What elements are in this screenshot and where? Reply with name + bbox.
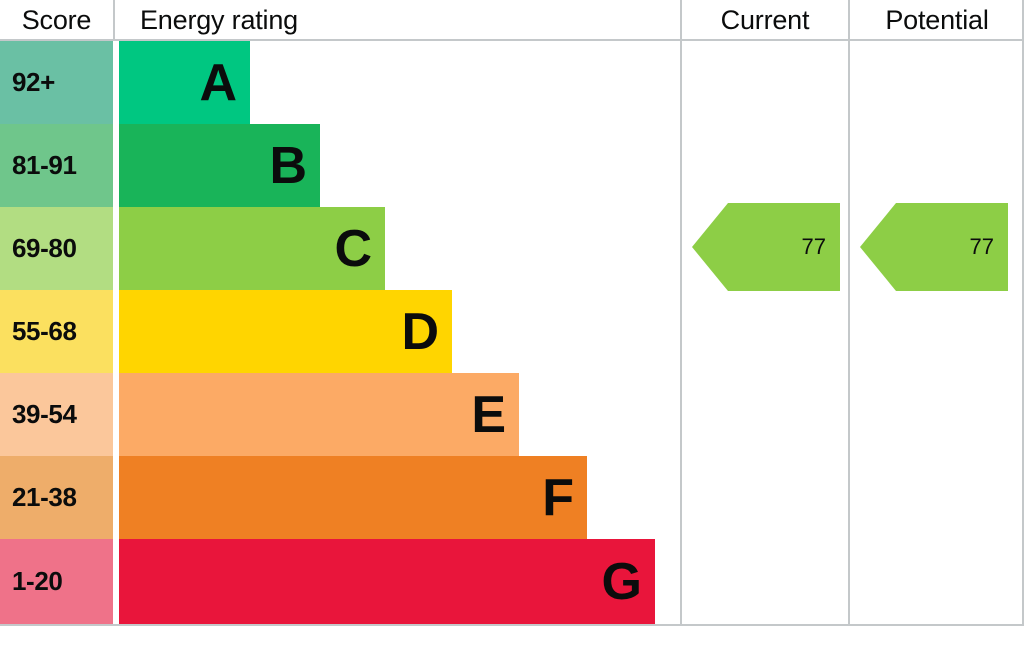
- potential-arrow-shape: 77: [860, 203, 1008, 291]
- current-arrow-shape: 77: [692, 203, 840, 291]
- score-cell-g: 1-20: [0, 539, 113, 624]
- band-row-a: 92+ A: [0, 41, 1024, 124]
- band-bar-a: A: [119, 41, 250, 124]
- score-cell-b: 81-91: [0, 124, 113, 207]
- band-row-c: 69-80 C: [0, 207, 1024, 290]
- score-cell-f: 21-38: [0, 456, 113, 539]
- divider-current-potential: [848, 0, 850, 626]
- header-score: Score: [21, 5, 92, 35]
- band-row-b: 81-91 B: [0, 124, 1024, 207]
- score-cell-c: 69-80: [0, 207, 113, 290]
- current-rating-value: 77: [801, 234, 826, 259]
- band-letter-a: A: [199, 53, 237, 112]
- band-row-f: 21-38 F: [0, 456, 1024, 539]
- band-row-d: 55-68 D: [0, 290, 1024, 373]
- band-bar-g: G: [119, 539, 655, 624]
- divider-rating-current: [680, 0, 682, 626]
- current-rating-badge: 77: [692, 203, 840, 291]
- chart-header: Score Energy rating Current Potential: [0, 0, 1024, 41]
- score-cell-a: 92+: [0, 41, 113, 124]
- band-letter-e: E: [471, 385, 506, 444]
- divider-score-rating: [113, 0, 115, 40]
- header-energy-rating: Energy rating: [140, 5, 298, 35]
- header-bottom-rule: [0, 39, 1024, 41]
- band-letter-f: F: [542, 468, 574, 527]
- potential-rating-badge: 77: [860, 203, 1008, 291]
- potential-rating-value: 77: [969, 234, 994, 259]
- band-letter-d: D: [401, 302, 439, 361]
- potential-arrow-icon: [860, 203, 1008, 291]
- band-letter-c: C: [334, 219, 372, 278]
- score-cell-d: 55-68: [0, 290, 113, 373]
- band-bar-c: C: [119, 207, 385, 290]
- band-row-e: 39-54 E: [0, 373, 1024, 456]
- right-edge-rule: [1022, 0, 1024, 626]
- band-row-g: 1-20 G: [0, 539, 1024, 624]
- header-potential: Potential: [885, 5, 989, 35]
- header-current: Current: [720, 5, 810, 35]
- band-letter-b: B: [269, 136, 307, 195]
- band-bar-e: E: [119, 373, 519, 456]
- chart-bottom-rule: [0, 624, 1024, 626]
- band-bar-f: F: [119, 456, 587, 539]
- band-bar-d: D: [119, 290, 452, 373]
- score-cell-e: 39-54: [0, 373, 113, 456]
- band-letter-g: G: [601, 552, 642, 611]
- current-arrow-icon: [692, 203, 840, 291]
- band-bar-b: B: [119, 124, 320, 207]
